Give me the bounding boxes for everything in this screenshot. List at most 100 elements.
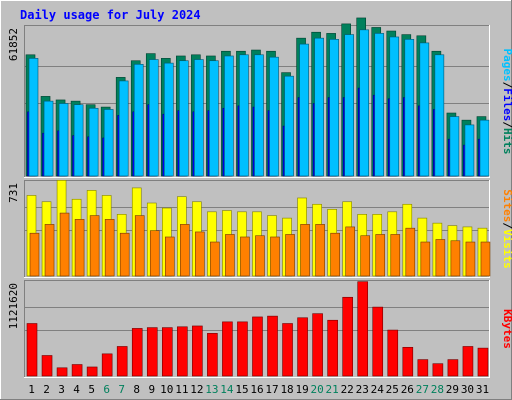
kbytes-bar — [207, 333, 218, 377]
kbytes-bar — [192, 325, 203, 377]
kbytes-bar — [222, 321, 233, 377]
x-tick-label: 10 — [160, 383, 173, 396]
sites-bar — [330, 232, 340, 277]
x-tick-label: 9 — [148, 383, 155, 396]
x-tick-label: 26 — [401, 383, 414, 396]
pages-bar — [118, 80, 129, 177]
x-tick-label: 12 — [190, 383, 203, 396]
sites-bar — [300, 224, 310, 277]
kbytes-bar — [131, 328, 143, 377]
kbytes-bar — [177, 326, 188, 377]
pages-bar — [88, 107, 99, 177]
pages-bar — [163, 62, 174, 177]
x-tick-label: 24 — [371, 383, 385, 396]
sites-bar — [360, 235, 371, 277]
chart-panels: 61852Pages/Files/Hits731Sites/Visits1121… — [7, 17, 512, 378]
x-tick-label: 21 — [326, 383, 339, 396]
legend-sites: Sites — [501, 189, 512, 222]
kbytes-bar — [462, 346, 474, 377]
kbytes-bar — [237, 321, 248, 377]
pages-bar — [329, 39, 339, 177]
pages-bar — [58, 103, 69, 177]
sites-bar — [465, 241, 476, 277]
x-tick-label: 8 — [133, 383, 140, 396]
chart-title: Daily usage for July 2024 — [20, 8, 201, 22]
y-axis-max-label: 61852 — [7, 28, 20, 61]
sites-bar — [285, 234, 295, 277]
sites-bar — [480, 241, 491, 277]
pages-bar — [389, 36, 400, 177]
x-tick-label: 1 — [28, 383, 35, 396]
panel-legend: Pages/Files/Hits — [501, 49, 512, 155]
sites-bar — [89, 215, 100, 277]
x-tick-label: 31 — [476, 383, 489, 396]
pages-bar — [103, 109, 114, 177]
x-tick-label: 29 — [446, 383, 459, 396]
x-tick-label: 25 — [386, 383, 399, 396]
x-tick-label: 22 — [341, 383, 354, 396]
y-axis-max-label: 1121620 — [7, 283, 20, 329]
pages-bar — [209, 60, 219, 177]
x-tick-label: 2 — [43, 383, 50, 396]
sites-bar — [74, 219, 85, 277]
pages-bar — [73, 104, 84, 177]
pages-bar — [148, 59, 159, 177]
kbytes-bar — [342, 296, 353, 377]
x-tick-label: 20 — [311, 383, 324, 396]
sites-bar — [225, 234, 235, 277]
kbytes-bar — [252, 316, 263, 377]
pages-bar — [449, 116, 460, 177]
pages-bar — [314, 37, 324, 177]
panel-1: 61852 Pages/Files/Hits — [7, 17, 512, 178]
sites-bar — [195, 231, 205, 277]
sites-bar — [149, 230, 160, 277]
sites-bar — [134, 215, 145, 277]
x-tick-label: 23 — [356, 383, 369, 396]
pages-bar — [43, 100, 54, 177]
x-tick-label: 5 — [88, 383, 95, 396]
pages-bar — [28, 58, 39, 177]
pages-bar — [239, 54, 249, 177]
y-axis-max-label: 731 — [7, 183, 20, 203]
pages-bar — [419, 42, 430, 177]
x-tick-label: 7 — [118, 383, 125, 396]
pages-bar — [194, 59, 204, 177]
x-tick-label: 13 — [205, 383, 218, 396]
x-tick-label: 14 — [220, 383, 234, 396]
x-tick-label: 19 — [295, 383, 308, 396]
kbytes-bar — [26, 323, 38, 377]
sites-bar — [315, 224, 325, 277]
pages-bar — [179, 60, 189, 177]
sites-bar — [435, 239, 446, 277]
x-tick-label: 6 — [103, 383, 110, 396]
sites-bar — [164, 236, 175, 277]
kbytes-bar — [402, 346, 414, 377]
pages-bar — [374, 33, 385, 177]
sites-bar — [345, 226, 355, 277]
sites-bar — [375, 234, 386, 277]
panel-2: 731 Sites/Visits — [7, 180, 512, 278]
sites-bar — [390, 234, 401, 277]
kbytes-bar — [41, 355, 53, 377]
kbytes-bar — [86, 366, 98, 377]
legend-separator: / — [501, 222, 512, 229]
sites-bar — [104, 219, 115, 277]
x-tick-label: 30 — [461, 383, 474, 396]
kbytes-bar — [56, 367, 68, 377]
legend-files: Files — [501, 88, 512, 121]
kbytes-bar — [297, 317, 308, 377]
sites-bar — [405, 227, 416, 277]
pages-bar — [269, 56, 279, 177]
x-tick-label: 28 — [431, 383, 444, 396]
kbytes-bar — [372, 306, 384, 377]
kbytes-bar — [267, 315, 278, 377]
kbytes-bar — [161, 327, 173, 377]
legend-separator: / — [501, 121, 512, 128]
pages-bar — [254, 54, 264, 177]
x-tick-label: 16 — [250, 383, 263, 396]
sites-bar — [44, 224, 55, 277]
pages-bar — [434, 54, 445, 177]
sites-bar — [59, 212, 70, 277]
kbytes-bar — [417, 359, 429, 377]
